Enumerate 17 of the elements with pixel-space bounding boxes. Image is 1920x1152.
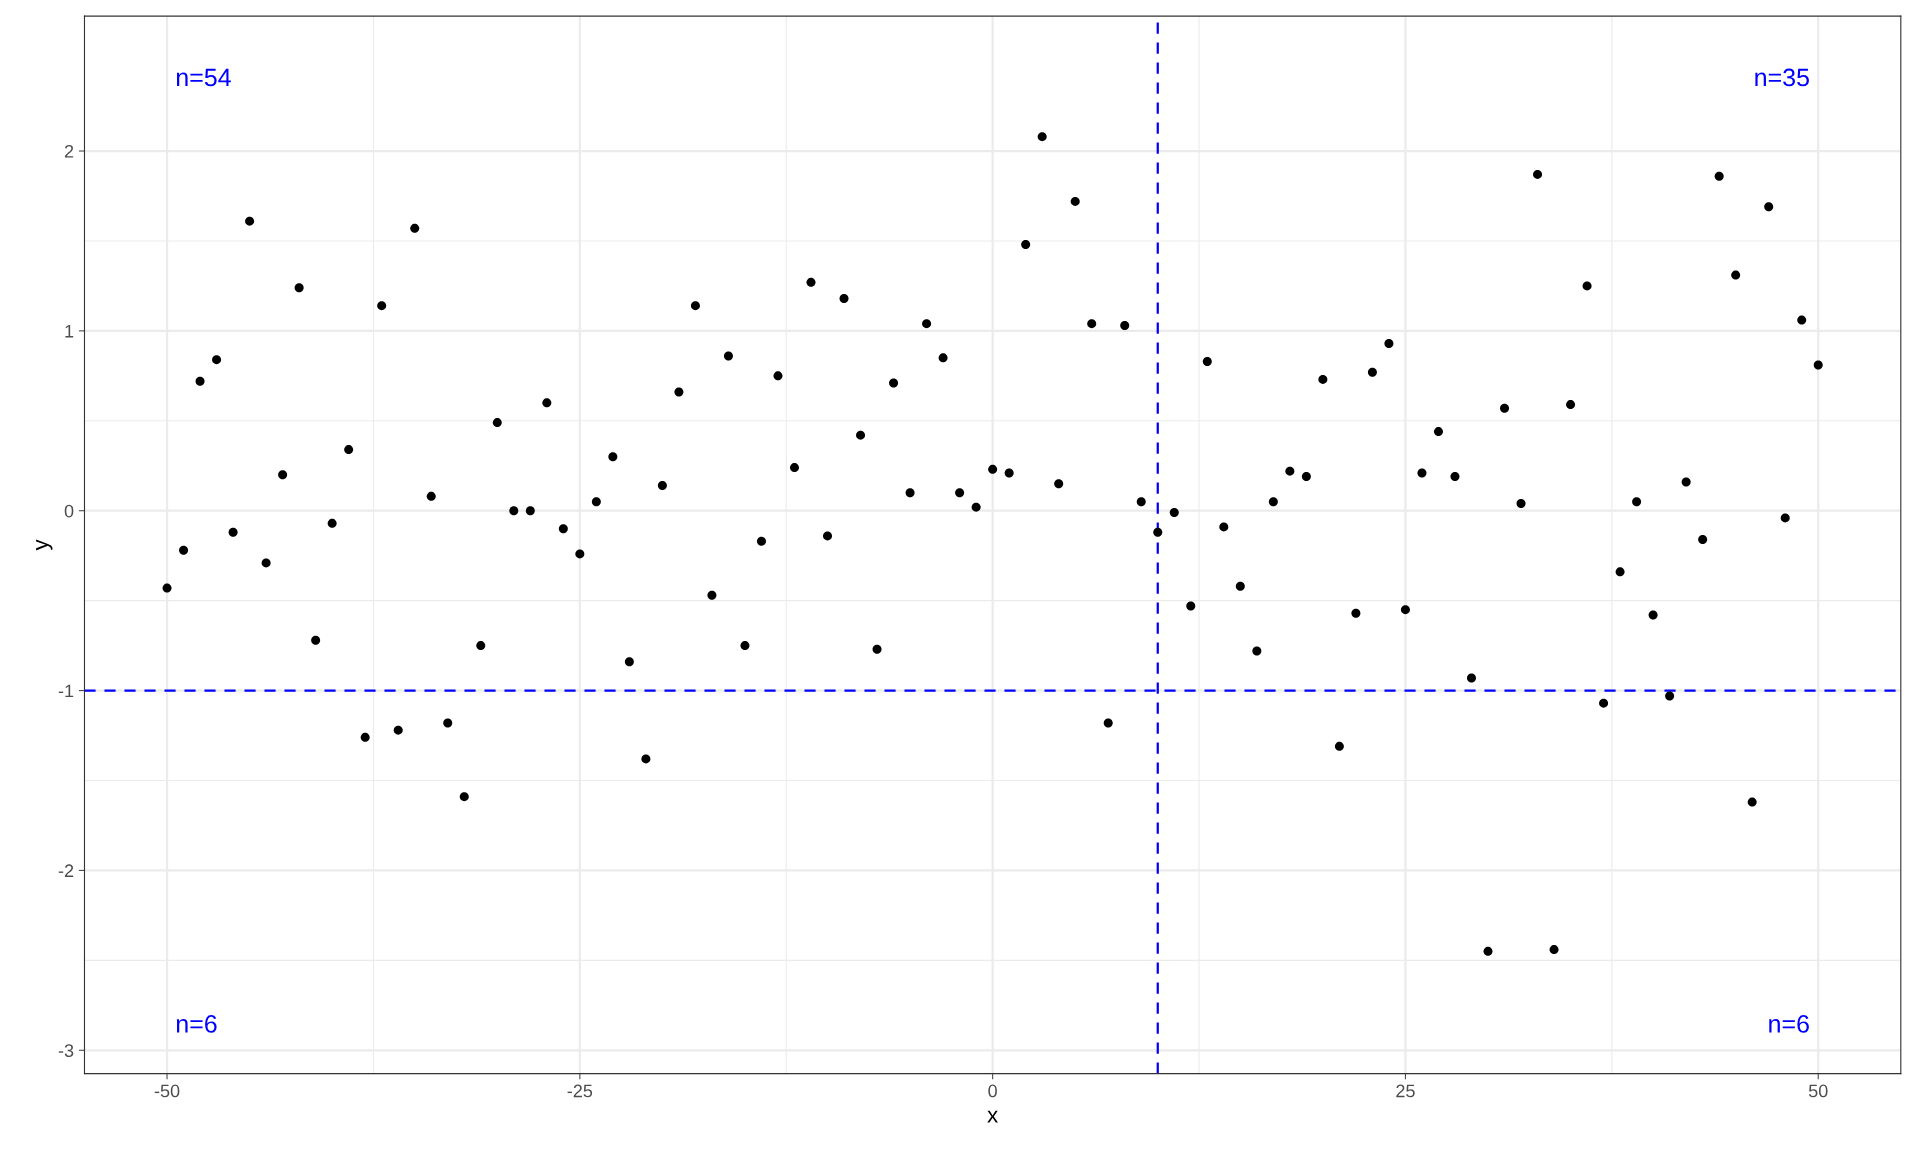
annotation: n=6 [1769,1015,1809,1033]
y-axis-title: y [36,539,53,551]
y-tick-label: 0 [64,504,74,518]
x-tick-label: -50 [154,1084,180,1098]
y-tick-label: -1 [58,684,74,698]
x-tick-label: 25 [1396,1084,1415,1098]
y-tick-label: -2 [58,864,74,877]
x-tick-label: 50 [1808,1084,1828,1098]
y-tick-label: -3 [58,1044,74,1057]
x-tick-label: -25 [567,1084,593,1098]
annotation: n=35 [1755,68,1809,87]
y-tick-label: 2 [64,144,74,158]
annotation: n=54 [176,68,231,87]
x-tick-label: 0 [988,1084,997,1098]
x-axis-title: x [987,1110,998,1123]
y-tick-label: 1 [65,324,74,338]
annotation: n=6 [176,1015,217,1033]
